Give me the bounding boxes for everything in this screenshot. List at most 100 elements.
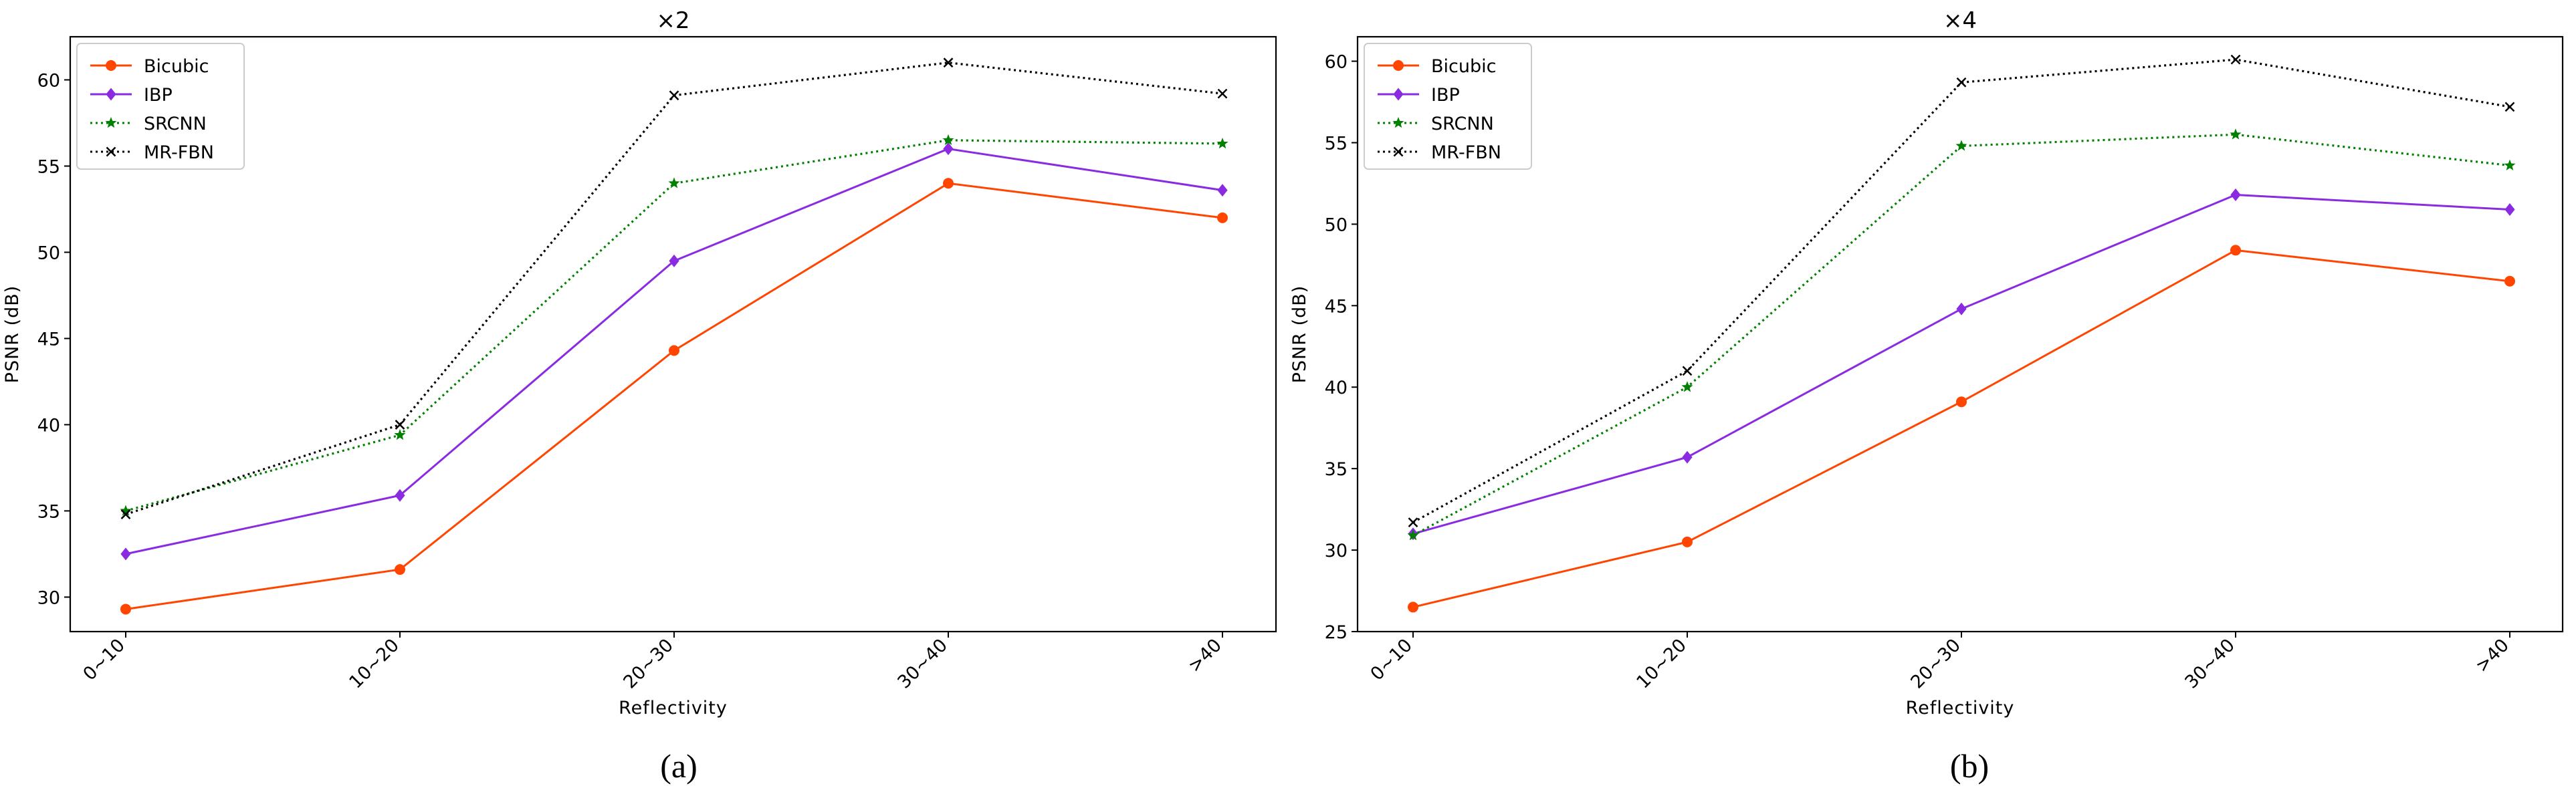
panel-caption: (b)	[1950, 747, 1989, 785]
data-point	[2504, 102, 2515, 112]
data-point	[120, 604, 131, 615]
data-point	[2504, 203, 2515, 216]
legend-label: Bicubic	[1431, 56, 1496, 77]
chart-title: ×2	[656, 7, 689, 34]
x-marker-stroke	[2504, 102, 2515, 112]
data-point	[669, 90, 679, 101]
x-tick-label: >40	[2472, 635, 2513, 676]
y-tick-label: 55	[37, 156, 60, 177]
y-tick-label: 40	[37, 415, 60, 436]
series-line	[1412, 58, 2510, 524]
chart-panel-2: ×4 25 30 35 40 45 50 55 60 0~10 10~20 20~30 30~40 >40…	[1289, 7, 2564, 785]
data-point	[2504, 275, 2515, 287]
x-marker-stroke	[1217, 88, 1228, 99]
legend-item-ibp: IBP	[1378, 85, 1460, 106]
series-line	[125, 61, 1223, 516]
y-tick-label: 45	[1325, 296, 1348, 317]
x-tick-label: 0~10	[80, 635, 129, 684]
data-point	[1408, 602, 1418, 613]
x-tick-label: 20~30	[619, 635, 677, 693]
legend-marker	[106, 146, 116, 157]
plot-frame	[1356, 35, 2564, 633]
x-marker-stroke	[120, 509, 131, 519]
x-axis-label: Reflectivity	[1906, 698, 2015, 718]
data-point	[2230, 245, 2241, 256]
series-srcnn	[1407, 128, 2516, 541]
legend-label: IBP	[1431, 85, 1460, 106]
series-bicubic	[120, 178, 1228, 615]
y-tick-label: 25	[1325, 622, 1348, 643]
y-axis-label: PSNR (dB)	[2, 285, 23, 384]
plot-frame	[69, 35, 1277, 633]
x-tick-label: 10~20	[345, 635, 403, 693]
legend-item-bicubic: Bicubic	[1378, 56, 1496, 77]
data-point	[395, 420, 405, 430]
legend-label: SRCNN	[1431, 114, 1494, 134]
data-point	[1408, 517, 1418, 528]
x-tick-label: >40	[1184, 635, 1226, 676]
data-point	[1216, 137, 1228, 149]
panel-caption: (a)	[660, 747, 697, 785]
x-tick-label: 0~10	[1367, 635, 1416, 684]
series-ibp	[1408, 188, 2515, 541]
data-point	[1217, 184, 1228, 197]
data-point	[669, 345, 679, 356]
legend-marker	[1393, 146, 1404, 157]
data-point	[669, 254, 679, 267]
y-tick-label: 35	[37, 501, 60, 522]
data-point	[1682, 366, 1693, 376]
legend-marker	[106, 88, 116, 101]
y-tick-label: 50	[1325, 215, 1348, 235]
x-tick-label: 30~40	[2181, 635, 2239, 693]
y-tick-label: 60	[1325, 52, 1348, 73]
data-point	[942, 134, 954, 146]
chart-panel-1: ×2 30 35 40 45 50 55 60 0~10 10~20 20~30 30~40 >40 Re…	[2, 7, 1277, 785]
data-point	[668, 177, 680, 188]
x-marker-stroke	[1682, 366, 1693, 376]
series-line	[125, 139, 1223, 512]
x-tick-label: 20~30	[1907, 635, 1965, 693]
y-tick-label: 55	[1325, 133, 1348, 154]
legend-box	[1364, 43, 1532, 170]
data-point	[120, 505, 132, 516]
legend-marker	[1393, 60, 1404, 71]
y-tick-label: 30	[37, 587, 60, 608]
data-point	[2230, 188, 2241, 202]
legend-item-mr-fbn: MR-FBN	[1378, 142, 1501, 163]
y-tick-label: 35	[1325, 459, 1348, 480]
y-tick-label: 60	[37, 70, 60, 91]
data-point	[395, 564, 405, 575]
data-point	[1217, 88, 1228, 99]
series-line	[1412, 133, 2510, 537]
data-point	[120, 509, 131, 519]
legend: Bicubic IBP SRCNN MR-FBN	[76, 43, 245, 170]
legend-item-ibp: IBP	[90, 85, 173, 106]
x-tick-label: 10~20	[1632, 635, 1691, 693]
data-point	[1682, 536, 1693, 547]
data-point	[1681, 381, 1693, 392]
data-point	[1956, 302, 1967, 315]
series-mr-fbn	[120, 57, 1228, 519]
series-mr-fbn	[1408, 54, 2515, 528]
data-point	[1956, 77, 1967, 88]
legend-label: MR-FBN	[1431, 142, 1501, 163]
legend-item-bicubic: Bicubic	[90, 56, 209, 77]
y-tick-label: 40	[1325, 378, 1348, 398]
series-line	[1412, 193, 2510, 535]
data-point	[1682, 450, 1693, 464]
x-marker-stroke	[1956, 77, 1967, 88]
legend-marker	[106, 60, 116, 71]
data-point	[394, 428, 406, 440]
legend-marker	[1392, 117, 1404, 128]
data-point	[943, 178, 954, 189]
legend-box	[76, 43, 245, 170]
legend-label: Bicubic	[144, 56, 209, 77]
series-srcnn	[120, 134, 1228, 516]
data-point	[1407, 529, 1419, 541]
chart-title: ×4	[1943, 7, 1977, 34]
x-marker-stroke	[943, 57, 954, 68]
data-point	[943, 142, 954, 156]
legend: Bicubic IBP SRCNN MR-FBN	[1364, 43, 1532, 170]
y-tick-label: 45	[37, 329, 60, 350]
